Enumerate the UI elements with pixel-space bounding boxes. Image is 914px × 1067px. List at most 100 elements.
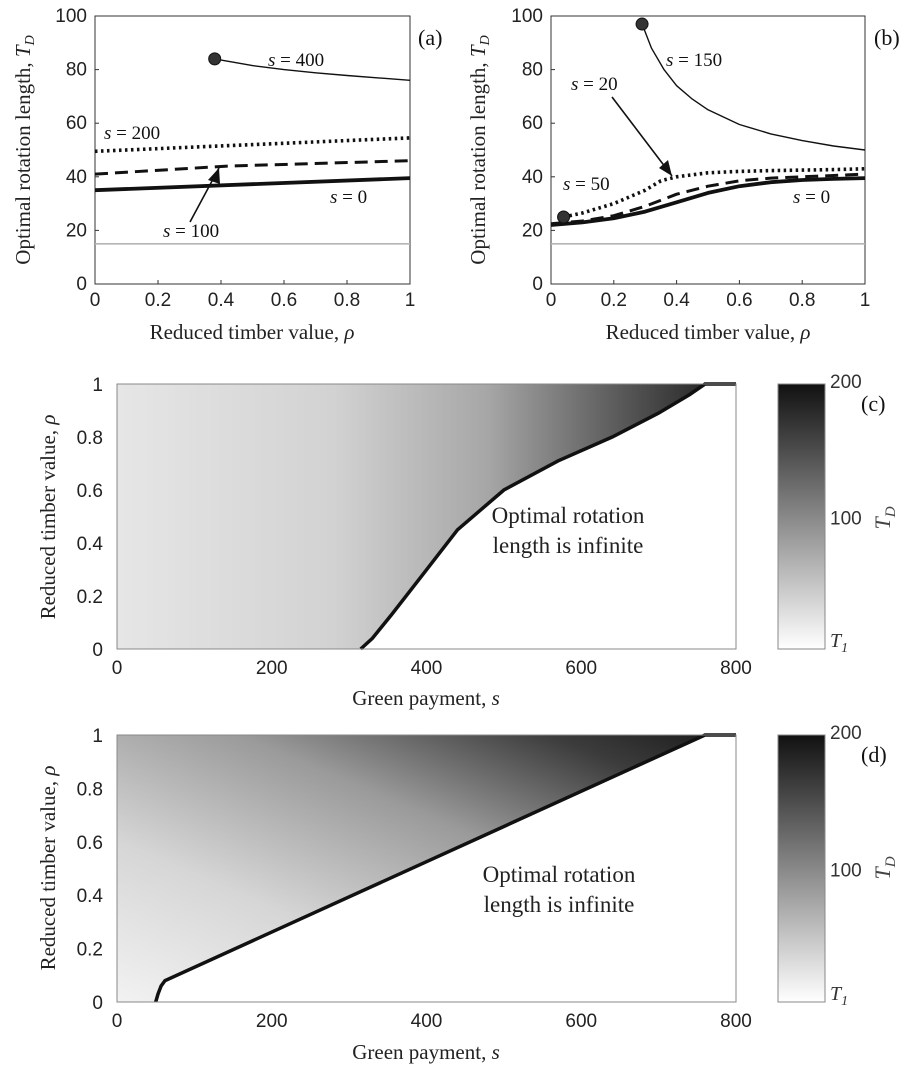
y-tick-label: 0 <box>92 640 103 661</box>
arrowhead-s100 <box>208 168 220 184</box>
x-tick-label: 0.8 <box>334 290 360 311</box>
label-s200: s = 200 <box>104 123 160 144</box>
y-tick-label: 0.6 <box>77 481 103 502</box>
y-tick-label: 100 <box>511 6 543 27</box>
panel-c-colorbar-ticks: 200 100 T1 <box>830 372 862 656</box>
x-tick-label: 0.2 <box>601 290 627 311</box>
series-line-1 <box>551 172 865 226</box>
panel-d-ylabel: Reduced timber value, ρ <box>36 766 60 971</box>
panel-b-ticks: 0 0.2 0.4 0.6 0.8 1 0 20 40 60 80 100 <box>511 6 870 311</box>
x-tick-label: 400 <box>411 1011 443 1032</box>
x-tick-label: 0 <box>112 1011 123 1032</box>
panel-d-colorbar-ticks: 200 100 T1 <box>830 723 862 1009</box>
endpoint-marker-0 <box>635 17 649 31</box>
endpoint-marker-0 <box>208 52 222 66</box>
panel-b-ylabel: Optimal rotation length, TD <box>466 35 493 264</box>
y-tick-label: 100 <box>55 6 87 27</box>
panel-d-xlabel: Green payment, s <box>352 1040 500 1064</box>
label-s50: s = 50 <box>563 174 610 195</box>
panel-d-region-text-1: Optimal rotation <box>483 862 636 887</box>
y-tick-label: 80 <box>522 60 543 81</box>
panel-a-xlabel: Reduced timber value, ρ <box>150 320 355 344</box>
y-tick-label: 0.8 <box>77 779 103 800</box>
x-tick-label: 0.4 <box>663 290 690 311</box>
panel-d-heatmap <box>117 735 736 1002</box>
panel-a: 0 0.2 0.4 0.6 0.8 1 0 20 40 60 80 100 (a) s = 400 s… <box>11 6 442 344</box>
y-tick-label: 80 <box>66 60 87 81</box>
y-tick-label: 0 <box>76 274 87 295</box>
panel-a-series <box>95 58 410 245</box>
panel-a-markers <box>208 52 222 66</box>
y-tick-label: 1 <box>92 726 103 747</box>
label-s100: s = 100 <box>163 221 219 242</box>
arrow-s20 <box>611 96 673 177</box>
panel-c-boundary <box>359 382 736 651</box>
panel-c-region-text-2: length is infinite <box>493 533 644 558</box>
colorbar-tick-label: 100 <box>830 861 862 882</box>
x-tick-label: 200 <box>256 1011 288 1032</box>
panel-c-label: (c) <box>861 391 885 416</box>
label-s20: s = 20 <box>571 74 618 95</box>
panel-d-label: (d) <box>861 742 887 767</box>
y-tick-label: 1 <box>92 375 103 396</box>
series-line-0 <box>95 176 410 193</box>
x-tick-label: 0.2 <box>145 290 171 311</box>
x-tick-label: 0 <box>546 290 557 311</box>
x-tick-label: 0.6 <box>271 290 297 311</box>
colorbar-tick-label: T1 <box>830 630 848 656</box>
panel-b-markers <box>557 17 649 224</box>
y-tick-label: 0.6 <box>77 833 103 854</box>
panel-c-ylabel: Reduced timber value, ρ <box>36 415 60 620</box>
panel-a-label: (a) <box>418 25 442 50</box>
panel-c-colorbar <box>777 383 826 650</box>
x-tick-label: 0.6 <box>726 290 752 311</box>
panel-d-frame <box>116 734 737 1003</box>
panel-d-ticks: 0 200 400 600 800 0 0.2 0.4 0.6 0.8 1 <box>77 726 752 1032</box>
y-tick-label: 40 <box>522 167 543 188</box>
y-tick-label: 0 <box>532 274 543 295</box>
panel-b: 0 0.2 0.4 0.6 0.8 1 0 20 40 60 80 100 (b) s = 150 s… <box>466 6 900 344</box>
y-tick-label: 0.8 <box>77 428 103 449</box>
panel-d-colorbar <box>777 734 826 1003</box>
y-tick-label: 20 <box>522 220 543 241</box>
series-line-3 <box>214 58 410 81</box>
x-tick-label: 600 <box>565 658 597 679</box>
colorbar-tick-label: 200 <box>830 372 862 393</box>
arrowhead-s20 <box>659 160 672 176</box>
panel-a-ylabel: Optimal rotation length, TD <box>11 35 38 264</box>
panel-b-xlabel: Reduced timber value, ρ <box>606 320 811 344</box>
panel-c-xlabel: Green payment, s <box>352 686 500 710</box>
x-tick-label: 800 <box>720 658 752 679</box>
x-tick-label: 0.4 <box>208 290 235 311</box>
panel-d-region-text-2: length is infinite <box>484 892 635 917</box>
x-tick-label: 0.8 <box>789 290 815 311</box>
y-tick-label: 60 <box>66 113 87 134</box>
x-tick-label: 600 <box>565 1011 597 1032</box>
x-tick-label: 200 <box>256 658 288 679</box>
panel-a-ticks: 0 0.2 0.4 0.6 0.8 1 0 20 40 60 80 100 <box>55 6 415 311</box>
x-tick-label: 0 <box>112 658 123 679</box>
panel-b-label: (b) <box>874 25 900 50</box>
label-s0-b: s = 0 <box>793 187 830 208</box>
series-line-3 <box>641 23 865 151</box>
panel-c-region-text-1: Optimal rotation <box>492 503 645 528</box>
panel-d: 0 200 400 600 800 0 0.2 0.4 0.6 0.8 1 Optimal rota… <box>36 723 899 1064</box>
colorbar-tick-label: 100 <box>830 509 862 530</box>
x-tick-label: 800 <box>720 1011 752 1032</box>
x-tick-label: 400 <box>411 658 443 679</box>
panel-c: 0 200 400 600 800 0 0.2 0.4 0.6 0.8 1 Optimal rota… <box>36 372 899 710</box>
y-tick-label: 60 <box>522 113 543 134</box>
y-tick-label: 40 <box>66 167 87 188</box>
series-line-0 <box>551 176 865 227</box>
series-line-1 <box>95 159 410 176</box>
panel-c-ticks: 0 200 400 600 800 0 0.2 0.4 0.6 0.8 1 <box>77 375 752 679</box>
y-tick-label: 0.4 <box>77 534 104 555</box>
series-line-2 <box>95 136 410 154</box>
x-tick-label: 0 <box>90 290 101 311</box>
y-tick-label: 0.4 <box>77 886 104 907</box>
colorbar-tick-label: 200 <box>830 723 862 744</box>
colorbar-tick-label: T1 <box>830 983 848 1009</box>
y-tick-label: 0 <box>92 993 103 1014</box>
label-s150: s = 150 <box>666 50 722 71</box>
endpoint-marker-1 <box>557 210 571 224</box>
